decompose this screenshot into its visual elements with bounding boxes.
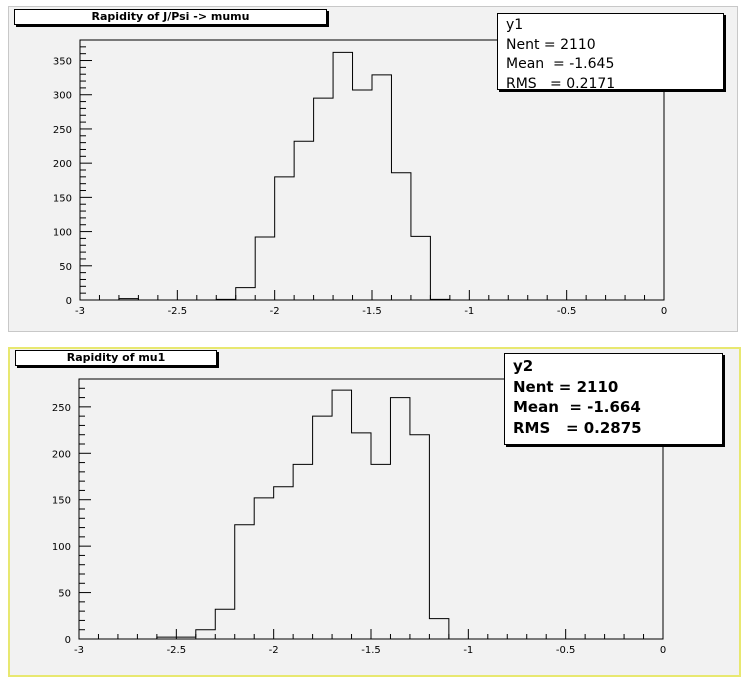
histogram-bin [429,619,448,639]
y-tick-label: 250 [52,403,71,414]
histogram-bin [196,630,215,639]
y-tick-label: 50 [59,262,72,273]
y-tick-label: 50 [58,589,71,600]
y-tick-label: 150 [52,496,71,507]
x-tick-label: -1 [463,645,473,656]
chart-title: Rapidity of mu1 [15,350,217,366]
y-tick-label: 300 [53,91,72,102]
histogram-pad-2[interactable]: -3 -2.5 -2 -1.5 -1 -0.5 0 0 50 100 150 200 250 Rapid… [8,347,741,677]
stats-entries: Nent = 2110 [506,36,596,53]
histogram-bin [410,435,429,639]
histogram-plot-1: -3 -2.5 -2 -1.5 -1 -0.5 0 0 50 100 150 200 250 300 350 [53,39,667,317]
histogram-bin [391,173,410,300]
y-tick-label: 250 [53,125,72,136]
x-tick-label: -2 [270,306,280,317]
stats-name: y2 [513,357,534,375]
stats-box: y1 Nent = 2110 Mean = -1.645 RMS = 0.217… [497,13,724,92]
x-tick-label: 0 [660,645,666,656]
x-tick-label: -3 [75,306,85,317]
histogram-bin [332,390,351,639]
histogram-bin [236,288,255,300]
histogram-bin [314,98,333,300]
x-tick-label: -2 [269,645,279,656]
x-tick-label: -2.5 [167,645,187,656]
y-tick-label: 0 [66,296,72,307]
histogram-bin [313,416,332,639]
x-tick-label: -2.5 [168,306,188,317]
histogram-bin [274,487,293,639]
y-tick-label: 0 [65,635,71,646]
x-tick-label: -0.5 [556,645,576,656]
histogram-plot-2: -3 -2.5 -2 -1.5 -1 -0.5 0 0 50 100 150 200 250 [52,378,666,656]
histogram-bin [254,498,273,639]
x-tick-label: -1.5 [361,645,381,656]
histogram-pad-1[interactable]: -3 -2.5 -2 -1.5 -1 -0.5 0 0 50 100 150 200 250 300 350… [8,6,738,332]
histogram-bin [371,464,390,639]
x-tick-label: -0.5 [557,306,577,317]
stats-mean: Mean = -1.664 [513,398,641,416]
y-tick-label: 100 [53,228,72,239]
x-tick-label: -1.5 [362,306,382,317]
histogram-bin [293,464,312,639]
histogram-bin [411,236,430,300]
histogram-bin [275,177,294,300]
stats-entries: Nent = 2110 [513,377,619,396]
stats-mean: Mean = -1.645 [506,56,615,72]
histogram-bin [215,609,234,639]
histogram-bin [353,90,372,300]
histogram-bin [390,398,409,639]
stats-box: y2 Nent = 2110 Mean = -1.664 RMS = 0.287… [504,353,723,445]
histogram-bin [352,433,371,639]
histogram-bin [235,525,254,639]
stats-rms: RMS = 0.2171 [506,75,616,92]
x-tick-label: -3 [74,645,84,656]
y-tick-label: 200 [53,159,72,170]
stats-rms: RMS = 0.2875 [513,418,642,437]
chart-title: Rapidity of J/Psi -> mumu [14,9,327,25]
stats-name: y1 [506,17,524,33]
histogram-bin [333,52,352,300]
histogram-line [79,389,663,640]
y-tick-label: 200 [52,449,71,460]
histogram-bin [372,75,391,300]
y-tick-label: 100 [52,542,71,553]
x-tick-label: -1 [464,306,474,317]
y-tick-label: 350 [53,57,72,68]
histogram-bin [255,237,274,300]
histogram-bin [294,141,313,300]
x-tick-label: 0 [661,306,667,317]
histogram-line [80,51,664,301]
y-tick-label: 150 [53,193,72,204]
